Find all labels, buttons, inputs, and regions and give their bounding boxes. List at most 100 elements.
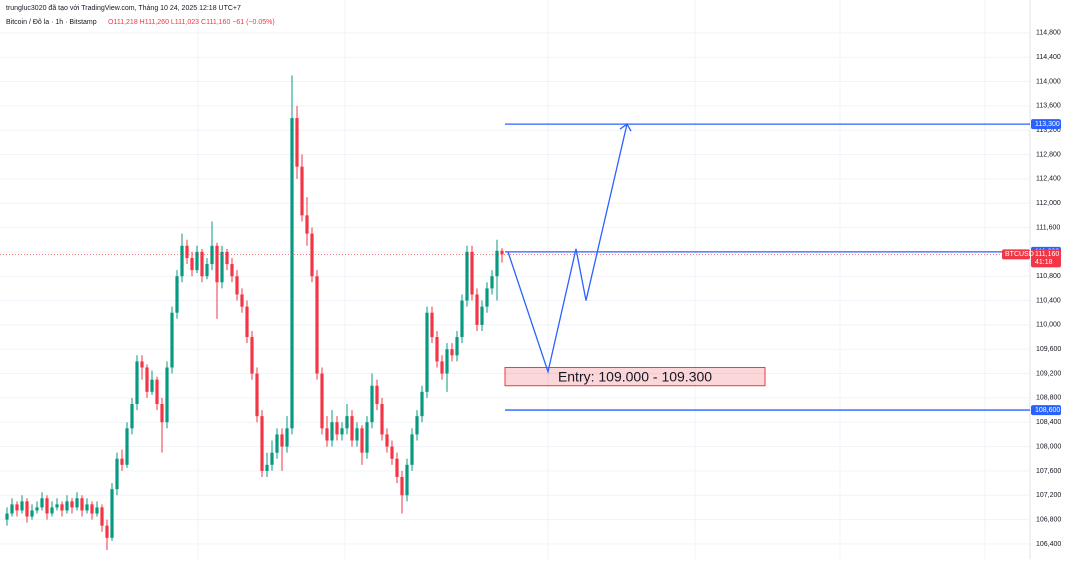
- candle-body: [230, 264, 234, 277]
- countdown: 41:18: [1035, 259, 1053, 266]
- candle-body: [165, 367, 169, 423]
- candle-body: [155, 379, 159, 404]
- candle-body: [75, 498, 79, 508]
- y-tick-label: 114,400: [1036, 54, 1061, 61]
- y-tick-label: 114,800: [1036, 30, 1061, 37]
- candle-body: [305, 215, 309, 234]
- candle-body: [455, 337, 459, 356]
- candle-body: [350, 416, 354, 441]
- candle-body: [280, 434, 284, 447]
- candle-body: [415, 416, 419, 435]
- candle-body: [315, 276, 319, 374]
- candle-body: [15, 504, 19, 511]
- candle-body: [100, 507, 104, 526]
- candle-body: [440, 361, 444, 374]
- candle-body: [215, 245, 219, 283]
- candle-body: [495, 250, 499, 277]
- candle-body: [255, 373, 259, 417]
- candle-body: [210, 245, 214, 265]
- candle-body: [485, 288, 489, 307]
- candle-body: [380, 403, 384, 435]
- level-tag: [1031, 119, 1061, 130]
- candle-body: [260, 416, 264, 471]
- level-tag-label: 113,300: [1035, 121, 1060, 128]
- candle-body: [150, 379, 154, 392]
- symbol-tag: [1002, 249, 1030, 260]
- candle-body: [395, 458, 399, 477]
- y-tick-label: 112,800: [1036, 151, 1061, 158]
- y-tick-label: 110,800: [1036, 273, 1061, 280]
- y-tick-label: 112,400: [1036, 176, 1061, 183]
- y-tick-label: 108,800: [1036, 395, 1061, 402]
- candle-body: [205, 264, 209, 277]
- candle-body: [145, 367, 149, 392]
- symbol: Bitcoin / Đô la · 1h · Bitstamp: [6, 19, 97, 26]
- candle-body: [400, 476, 404, 496]
- horizontal-grid: [0, 32, 1030, 545]
- candle-body: [20, 501, 24, 511]
- candle-body: [105, 525, 109, 538]
- candle-body: [410, 434, 414, 465]
- candle-body: [180, 245, 184, 277]
- candle-body: [235, 276, 239, 295]
- candle-body: [355, 428, 359, 441]
- candle-body: [320, 373, 324, 429]
- candle-body: [185, 245, 189, 258]
- candle-body: [290, 118, 294, 429]
- candle-body: [200, 251, 204, 277]
- candle-body: [420, 391, 424, 417]
- candle-body: [475, 294, 479, 325]
- y-tick-label: 110,000: [1036, 322, 1061, 329]
- candle-body: [170, 312, 174, 368]
- candle-body: [125, 428, 129, 465]
- candle-body: [195, 251, 199, 271]
- candle-body: [460, 300, 464, 338]
- candle-body: [435, 337, 439, 362]
- candle-body: [30, 510, 34, 517]
- candle-body: [80, 498, 84, 511]
- plot: Entry: 109.000 - 109.300: [0, 75, 1030, 550]
- candle-body: [95, 507, 99, 514]
- candle-body: [65, 501, 69, 511]
- candle-body: [385, 434, 389, 447]
- candle-body: [365, 422, 369, 453]
- candle-body: [190, 257, 194, 271]
- candle-body: [345, 416, 349, 429]
- candle-body: [490, 276, 494, 289]
- candle-body: [480, 306, 484, 325]
- candle-body: [110, 489, 114, 538]
- y-tick-label: 113,200: [1036, 127, 1061, 134]
- arrow-head: [619, 123, 632, 132]
- y-tick-label: 107,200: [1036, 492, 1061, 499]
- candle-body: [70, 501, 74, 508]
- candle-body: [310, 233, 314, 277]
- candle-body: [90, 504, 94, 514]
- candle-body: [300, 166, 304, 216]
- candle-body: [120, 458, 124, 465]
- candle-body: [115, 458, 119, 490]
- level-tag: [1031, 405, 1061, 416]
- ohlc: O111,218 H111,260 L111,023 C111,160 −61 …: [108, 19, 275, 26]
- y-tick-label: 113,600: [1036, 103, 1061, 110]
- candle-body: [360, 428, 364, 453]
- y-tick-label: 112,000: [1036, 200, 1061, 207]
- candle-body: [10, 504, 14, 514]
- candle-body: [250, 337, 254, 374]
- candle-body: [340, 428, 344, 435]
- y-tick-label: 109,600: [1036, 346, 1061, 353]
- y-tick-label: 106,400: [1036, 541, 1061, 548]
- y-tick-label: 107,600: [1036, 468, 1061, 475]
- candle-body: [130, 403, 134, 429]
- candle-body: [425, 312, 429, 392]
- y-tick-label: 108,000: [1036, 443, 1061, 450]
- candle-body: [430, 312, 434, 338]
- candle-body: [5, 513, 9, 520]
- candle-body: [85, 504, 89, 511]
- credit: trungluc3020 đã tạo với TradingView.com,…: [6, 5, 241, 12]
- candle-body: [25, 501, 29, 517]
- candle-body: [45, 498, 49, 514]
- candle-body: [35, 507, 39, 511]
- candle-body: [240, 294, 244, 307]
- candle-body: [225, 251, 229, 265]
